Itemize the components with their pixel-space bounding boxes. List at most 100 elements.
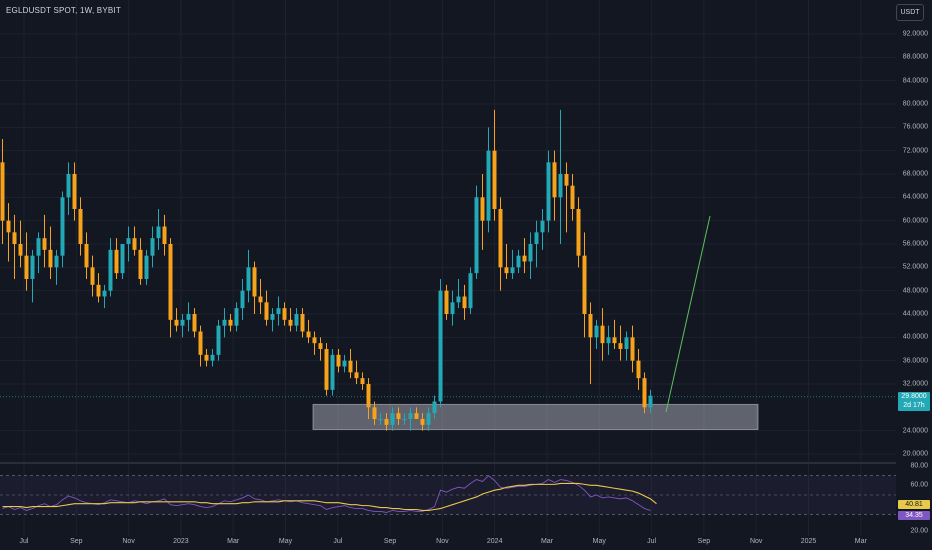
price-tick-label: 88.0000 xyxy=(902,53,928,61)
candle-body xyxy=(84,244,89,268)
time-tick-label: Mar xyxy=(854,538,867,545)
candle-body xyxy=(306,331,311,338)
price-axis[interactable]: 92.0000 88.0000 84.0000 80.0000 76.0000 72.00… xyxy=(896,0,932,550)
rsi-tick-label: 20.00 xyxy=(910,527,928,535)
candle-body xyxy=(6,220,11,233)
candle-body xyxy=(60,197,65,256)
price-tick-label: 72.0000 xyxy=(902,147,928,155)
candle-body xyxy=(594,325,599,338)
time-tick-label: May xyxy=(592,538,606,545)
candle-body xyxy=(540,220,545,233)
price-tick-label: 60.0000 xyxy=(902,217,928,225)
candle-body xyxy=(612,337,617,344)
candle-body xyxy=(72,174,77,209)
candle-body xyxy=(402,419,407,420)
candle-body xyxy=(336,354,341,367)
candle-body xyxy=(408,413,413,419)
candle-body xyxy=(462,296,467,309)
price-tick-label: 20.0000 xyxy=(902,450,928,458)
candle-body xyxy=(486,150,491,221)
candle-body xyxy=(378,419,383,420)
price-tick-label: 76.0000 xyxy=(902,123,928,131)
support-zone xyxy=(312,403,759,430)
symbol-label: EGLDUSDT SPOT, 1W, BYBIT xyxy=(6,6,121,15)
price-tick-label: 32.0000 xyxy=(902,380,928,388)
price-tick-label: 40.0000 xyxy=(902,333,928,341)
candle-body xyxy=(390,413,395,425)
candle-body xyxy=(648,395,653,408)
price-tick-label: 56.0000 xyxy=(902,240,928,248)
candle-body xyxy=(522,255,527,262)
candle-body xyxy=(642,378,647,408)
candle-body xyxy=(108,249,113,291)
candle-body xyxy=(342,360,347,367)
candle-body xyxy=(324,349,329,390)
candle-body xyxy=(288,319,293,326)
time-tick-label: Jul xyxy=(333,538,343,545)
candle-body xyxy=(186,314,191,320)
time-tick-label: Jul xyxy=(19,538,29,545)
candle-body xyxy=(396,413,401,419)
candle-body xyxy=(120,244,125,274)
candle-body xyxy=(354,372,359,379)
rsi-tick-label: 60.00 xyxy=(910,481,928,489)
candle-body xyxy=(300,314,305,332)
price-tick-label: 48.0000 xyxy=(902,287,928,295)
candle-body xyxy=(504,267,509,274)
time-tick-label: 2025 xyxy=(800,538,817,545)
candle-body xyxy=(234,308,239,326)
currency-button[interactable]: USDT xyxy=(896,4,924,21)
time-tick-label: Sep xyxy=(697,538,711,545)
candle-body xyxy=(156,226,161,239)
price-tick-label: 44.0000 xyxy=(902,310,928,318)
price-tick-label: 68.0000 xyxy=(902,170,928,178)
candle-body xyxy=(138,249,143,279)
candle-body xyxy=(90,267,95,285)
current-price-badge: 29.8000 2d 17h xyxy=(898,391,930,411)
price-tick-label: 64.0000 xyxy=(902,193,928,201)
candle-body xyxy=(474,197,479,274)
candle-body xyxy=(48,249,53,268)
candle-body xyxy=(24,255,29,279)
price-tick-label: 24.0000 xyxy=(902,427,928,435)
candle-body xyxy=(348,360,353,373)
candle-body xyxy=(192,314,197,332)
candle-body xyxy=(534,232,539,244)
candle-body xyxy=(576,209,581,256)
candle-body xyxy=(480,197,485,221)
candle-body xyxy=(294,314,299,326)
candle-body xyxy=(228,319,233,326)
candle-body xyxy=(552,162,557,198)
candle-body xyxy=(438,290,443,402)
candle-body xyxy=(222,319,227,326)
candle-body xyxy=(36,238,41,256)
candle-body xyxy=(600,325,605,344)
candle-body xyxy=(216,325,221,355)
candle-body xyxy=(624,337,629,349)
candle-body xyxy=(66,174,71,198)
candle-body xyxy=(180,319,185,326)
time-axis[interactable]: Jul Sep Nov 2023 Mar May Jul Sep Nov 2024 Mar May Ju… xyxy=(0,536,932,550)
candle-body xyxy=(384,419,389,425)
candle-body xyxy=(168,244,173,320)
time-tick-label: Nov xyxy=(122,538,135,545)
rsi-tick-label: 80.00 xyxy=(910,462,928,470)
time-tick-label: Sep xyxy=(383,538,397,545)
time-tick-label: Mar xyxy=(227,538,240,545)
price-chart[interactable] xyxy=(0,0,896,536)
candle-body xyxy=(54,255,59,268)
candle-body xyxy=(204,354,209,361)
candle-body xyxy=(456,296,461,303)
chart-area[interactable] xyxy=(0,0,896,536)
candle-body xyxy=(618,343,623,349)
candle-body xyxy=(492,150,497,209)
time-tick-label: 2023 xyxy=(173,538,189,545)
candle-body xyxy=(96,284,101,297)
candle-body xyxy=(582,255,587,314)
candle-body xyxy=(444,290,449,314)
time-tick-label: Nov xyxy=(749,538,763,545)
price-tick-label: 52.0000 xyxy=(902,263,928,271)
projection-trendline xyxy=(665,215,711,413)
candle-body xyxy=(258,296,263,303)
candle-body xyxy=(414,413,419,419)
